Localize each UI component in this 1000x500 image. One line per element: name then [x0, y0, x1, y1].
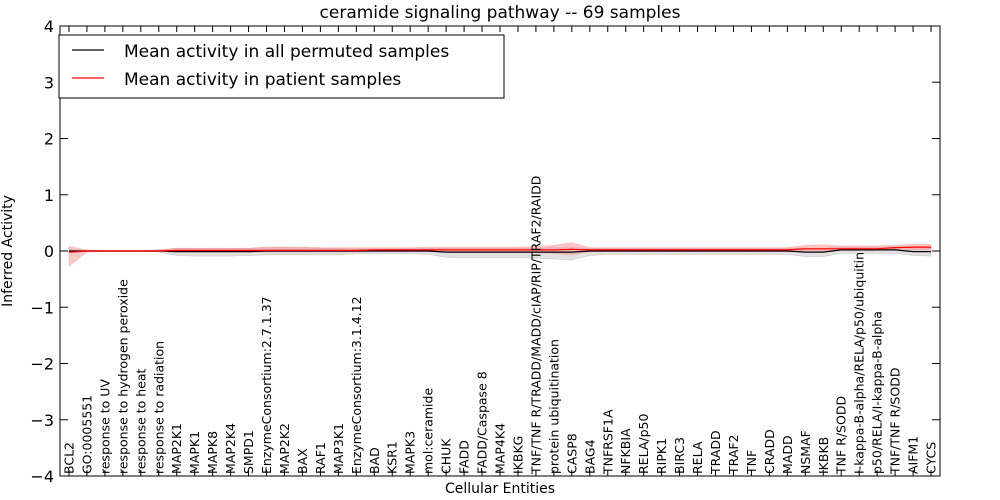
x-tick-label: TNFRSF1A — [600, 409, 615, 475]
y-tick-label: 1 — [44, 186, 54, 205]
y-tick-label: 4 — [44, 17, 54, 36]
y-axis-label: Inferred Activity — [0, 195, 16, 307]
x-tick-label: TNF/TNF R/TRADD/MADD/cIAP/RIP/TRAF2/RAID… — [528, 176, 543, 475]
chart-title: ceramide signaling pathway -- 69 samples — [320, 3, 681, 23]
confidence-band-patient — [68, 242, 932, 267]
x-tick-label: BAD — [367, 447, 382, 474]
x-tick-label: MAP2K2 — [277, 423, 292, 474]
x-tick-label: NFKBIA — [618, 428, 633, 474]
confidence-bands — [68, 242, 932, 267]
legend-label-permuted: Mean activity in all permuted samples — [124, 42, 449, 62]
y-tick-label: 2 — [44, 130, 54, 149]
x-tick-label: MAP3K1 — [331, 423, 346, 474]
x-tick-label: response to heat — [133, 368, 148, 474]
x-tick-label: MAPK8 — [205, 431, 220, 474]
x-tick-label: MADD — [780, 435, 795, 474]
y-tick-label: −3 — [30, 411, 54, 430]
x-axis: BCL2 GO:0005551 response to UV response to … — [62, 26, 939, 476]
series-line-patient — [68, 246, 931, 253]
x-tick-label: MAPK1 — [187, 431, 202, 474]
y-tick-label: 0 — [44, 242, 54, 261]
x-tick-label: protein ubiquitination — [546, 339, 561, 474]
y-axis: −4 −3 −2 −1 0 1 2 3 4 — [30, 17, 940, 486]
x-tick-label: IKBKG — [511, 436, 526, 474]
x-tick-label: AIFM1 — [906, 436, 921, 474]
x-tick-label: CASP8 — [564, 433, 579, 474]
x-tick-label: RELA/p50 — [636, 414, 651, 474]
x-tick-label: BAG4 — [582, 439, 597, 474]
x-tick-label: CRADD — [762, 429, 777, 474]
x-tick-label: response to hydrogen peroxide — [115, 279, 130, 474]
x-tick-label: BCL2 — [62, 442, 77, 474]
x-tick-label: KSR1 — [385, 441, 400, 474]
y-tick-label: −1 — [30, 298, 54, 317]
y-tick-label: −4 — [30, 467, 54, 486]
x-tick-label: RIPK1 — [654, 438, 669, 474]
x-tick-label: SMPD1 — [241, 430, 256, 474]
x-tick-label: MAP2K1 — [169, 423, 184, 474]
series-line-permuted — [69, 249, 931, 253]
x-tick-label: FADD — [457, 440, 472, 474]
legend-frame — [58, 34, 505, 99]
x-tick-label: BIRC3 — [672, 437, 687, 474]
x-tick-label: TNF — [744, 450, 759, 475]
x-tick-label: GO:0005551 — [79, 395, 94, 474]
x-tick-label: TNF R/SODD — [834, 396, 849, 475]
x-tick-label: EnzymeConsortium:3.1.4.12 — [349, 296, 364, 474]
x-tick-label: NSMAF — [798, 430, 813, 474]
x-tick-label: TRAF2 — [726, 434, 741, 475]
x-tick-label: TRADD — [708, 430, 723, 475]
x-tick-label: response to radiation — [151, 341, 166, 474]
x-tick-label: RAF1 — [313, 442, 328, 474]
plot-frame — [59, 25, 941, 477]
x-tick-label: TNF/TNF R/SODD — [888, 368, 903, 475]
x-axis-label: Cellular Entities — [445, 481, 555, 497]
legend-label-patient: Mean activity in patient samples — [124, 70, 401, 90]
y-tick-label: 3 — [44, 73, 54, 92]
y-tick-label: −2 — [30, 355, 54, 374]
x-tick-label: CYCS — [924, 442, 939, 474]
series-lines — [68, 246, 931, 253]
x-tick-label: CHUK — [439, 438, 454, 474]
x-tick-label: p50/RELA/I-kappa-B-alpha — [870, 311, 885, 474]
x-tick-label: BAX — [295, 448, 310, 474]
x-tick-label: mol:ceramide — [421, 388, 436, 474]
x-tick-label: EnzymeConsortium:2.7.1.37 — [259, 296, 274, 474]
legend: Mean activity in all permuted samples Me… — [58, 34, 505, 99]
x-tick-label: FADD/Caspase 8 — [475, 371, 490, 474]
x-tick-label: I-kappa-B-alpha/RELA/p50/ubiquitin — [852, 252, 867, 474]
x-tick-label: response to UV — [97, 379, 112, 474]
x-tick-label: MAP4K4 — [493, 423, 508, 474]
x-tick-label: IKBKB — [816, 437, 831, 474]
x-tick-label: MAP2K4 — [223, 423, 238, 474]
x-tick-label: MAPK3 — [403, 431, 418, 474]
x-tick-label: RELA — [690, 441, 705, 474]
